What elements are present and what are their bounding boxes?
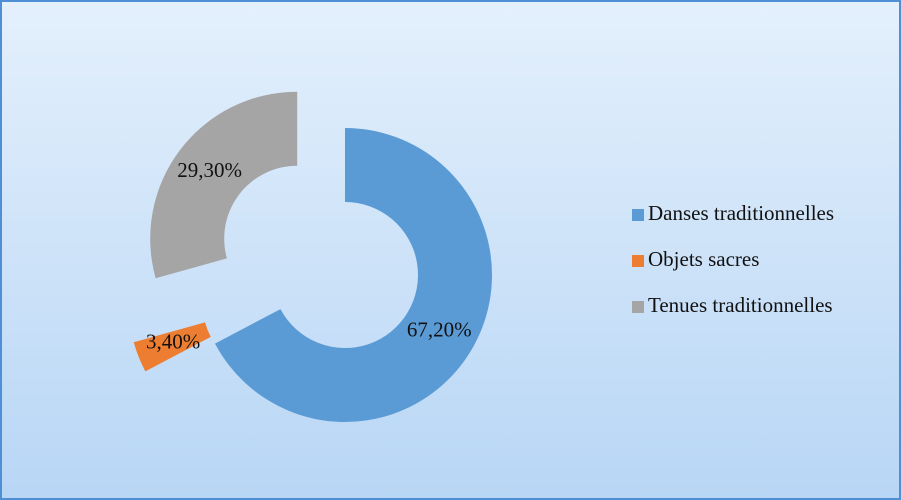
legend-label: Danses traditionnelles xyxy=(648,201,834,225)
legend-swatch xyxy=(632,209,644,221)
legend-label: Objets sacres xyxy=(648,247,759,271)
data-label: 3,40% xyxy=(146,329,200,353)
legend-label: Tenues traditionnelles xyxy=(648,293,833,317)
legend-swatch xyxy=(632,255,644,267)
doughnut-segment xyxy=(215,128,492,422)
legend: Danses traditionnelles Objets sacres Tenue… xyxy=(632,201,834,317)
plot: 67,20% 3,40% 29,30% xyxy=(133,91,492,422)
data-label: 29,30% xyxy=(177,158,242,182)
legend-swatch xyxy=(632,301,644,313)
doughnut-segment xyxy=(133,322,211,372)
data-label: 67,20% xyxy=(407,318,472,342)
doughnut-segment xyxy=(150,91,298,279)
